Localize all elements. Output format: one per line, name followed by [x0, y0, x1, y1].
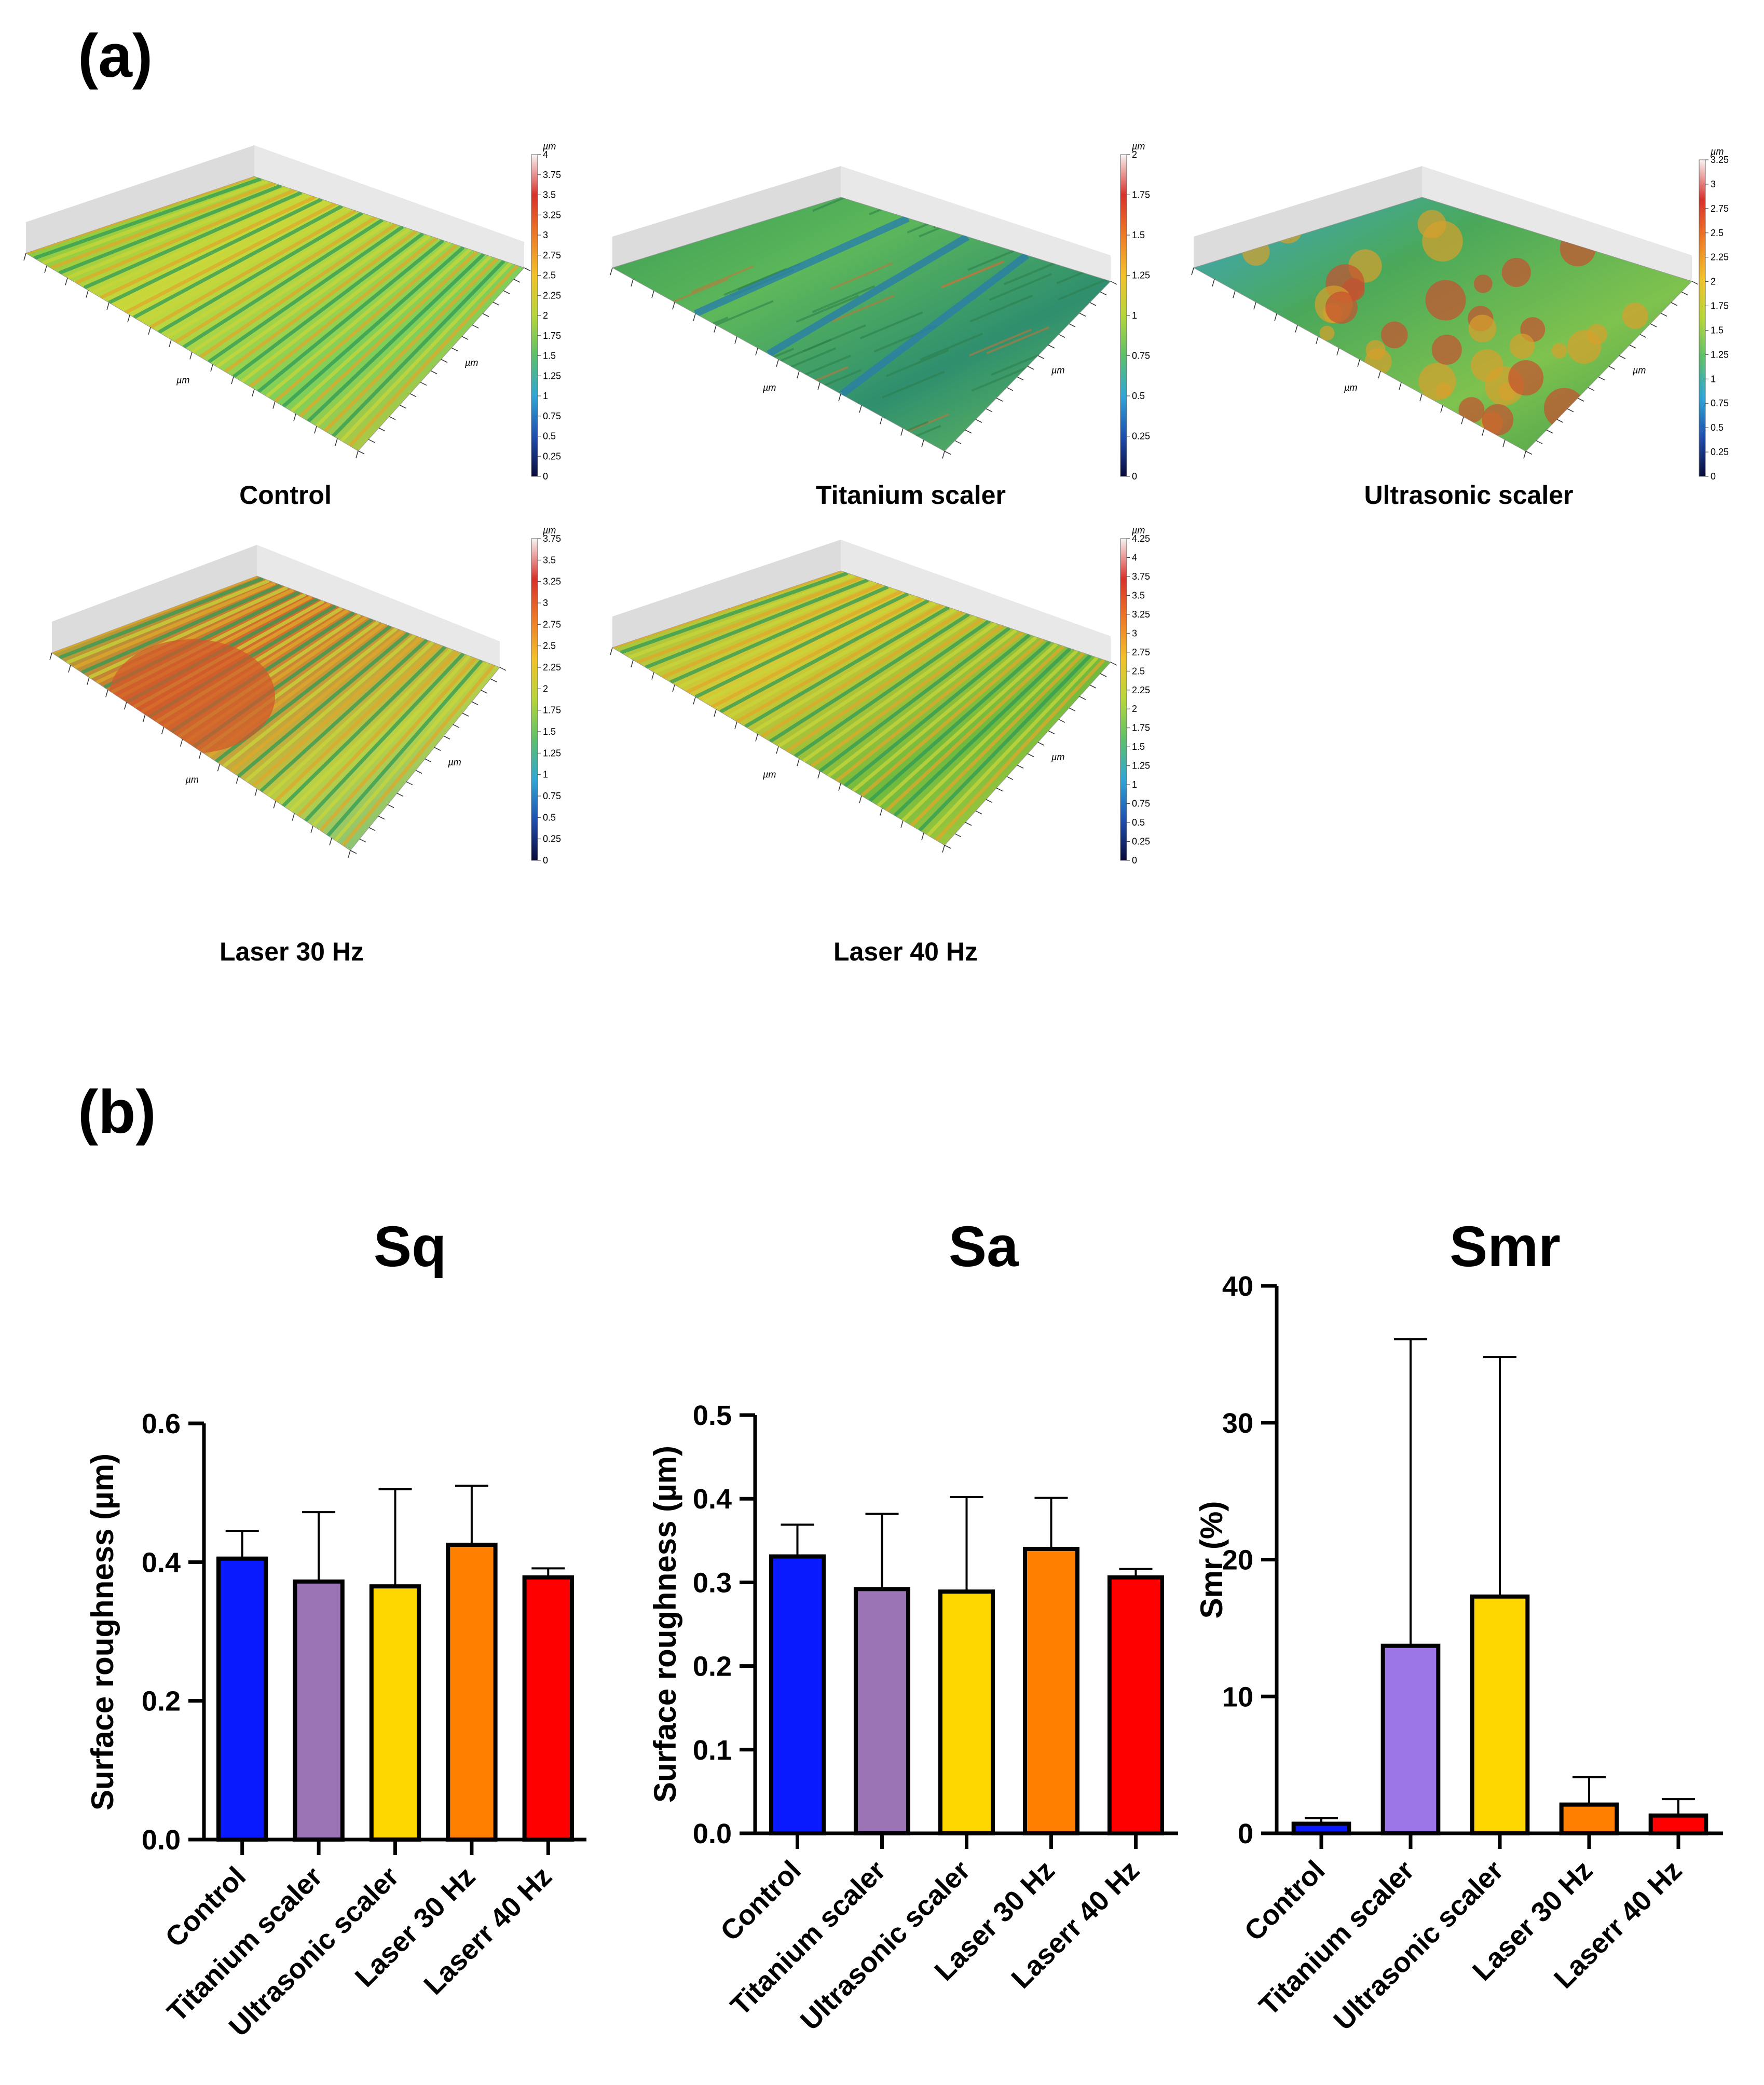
y-tick-label: 0.3 [693, 1567, 732, 1598]
bar-titanium-scaler [856, 1589, 908, 1833]
y-tick-label: 0.2 [693, 1651, 732, 1682]
y-tick-label: 0.1 [693, 1735, 732, 1766]
x-tick-label: Ultrasonic scaler [1328, 1855, 1509, 2036]
y-tick-label: 0.4 [693, 1484, 732, 1515]
y-axis-label: Surface roughness (µm) [648, 1446, 682, 1803]
chart-sq: SqSurface roughness (µm)0.00.20.40.6Cont… [85, 1215, 586, 2042]
bar-laserr-40-hz [1110, 1578, 1162, 1833]
bar-titanium-scaler [295, 1582, 342, 1840]
chart-title: Sa [949, 1215, 1019, 1279]
bar-control [218, 1559, 266, 1840]
bar-laserr-40-hz [1651, 1816, 1706, 1833]
chart-sa: Sa Surface roughness (µm) 0.0 0.1 0.2 0.3 0.4 0… [648, 1215, 1178, 2036]
y-tick-label: 0.6 [142, 1408, 181, 1439]
bar-laser-30-hz [448, 1545, 495, 1840]
bar-laserr-40-hz [525, 1578, 572, 1840]
y-axis-label: Surface roughness (µm) [85, 1453, 120, 1810]
y-tick-label: 10 [1222, 1681, 1253, 1712]
y-tick-label: 20 [1222, 1545, 1253, 1576]
y-tick-label: 30 [1222, 1408, 1253, 1439]
x-tick-label: Titanium scaler [724, 1855, 892, 2022]
y-tick-label: 0.0 [142, 1825, 181, 1856]
x-tick-label: Titanium scaler [1253, 1855, 1420, 2022]
x-tick-label: Control [1238, 1855, 1331, 1947]
chart-title: Sq [374, 1215, 447, 1279]
bar-ultrasonic-scaler [940, 1592, 993, 1833]
y-tick-label: 0.5 [693, 1400, 732, 1431]
bar-charts: Sq Surface roughness (µm) 0.0 0.2 0.4 0.6 Cont… [0, 0, 1764, 2085]
y-tick-label: 0 [1238, 1818, 1253, 1849]
bar-control [1294, 1824, 1349, 1833]
bar-laser-30-hz [1025, 1549, 1077, 1833]
chart-title: Smr [1450, 1215, 1561, 1279]
y-tick-label: 0.2 [142, 1686, 181, 1717]
y-tick-label: 0.0 [693, 1818, 732, 1849]
bar-titanium-scaler [1383, 1646, 1439, 1833]
bar-laser-30-hz [1562, 1805, 1617, 1833]
bar-ultrasonic-scaler [372, 1586, 419, 1840]
y-tick-label: 40 [1222, 1271, 1253, 1302]
y-tick-label: 0.4 [142, 1547, 181, 1578]
bar-control [771, 1556, 824, 1833]
chart-smr: Smr Smr (%) 0 10 20 30 40 ControlTitanium scale… [1194, 1215, 1723, 2036]
bar-ultrasonic-scaler [1472, 1597, 1528, 1833]
